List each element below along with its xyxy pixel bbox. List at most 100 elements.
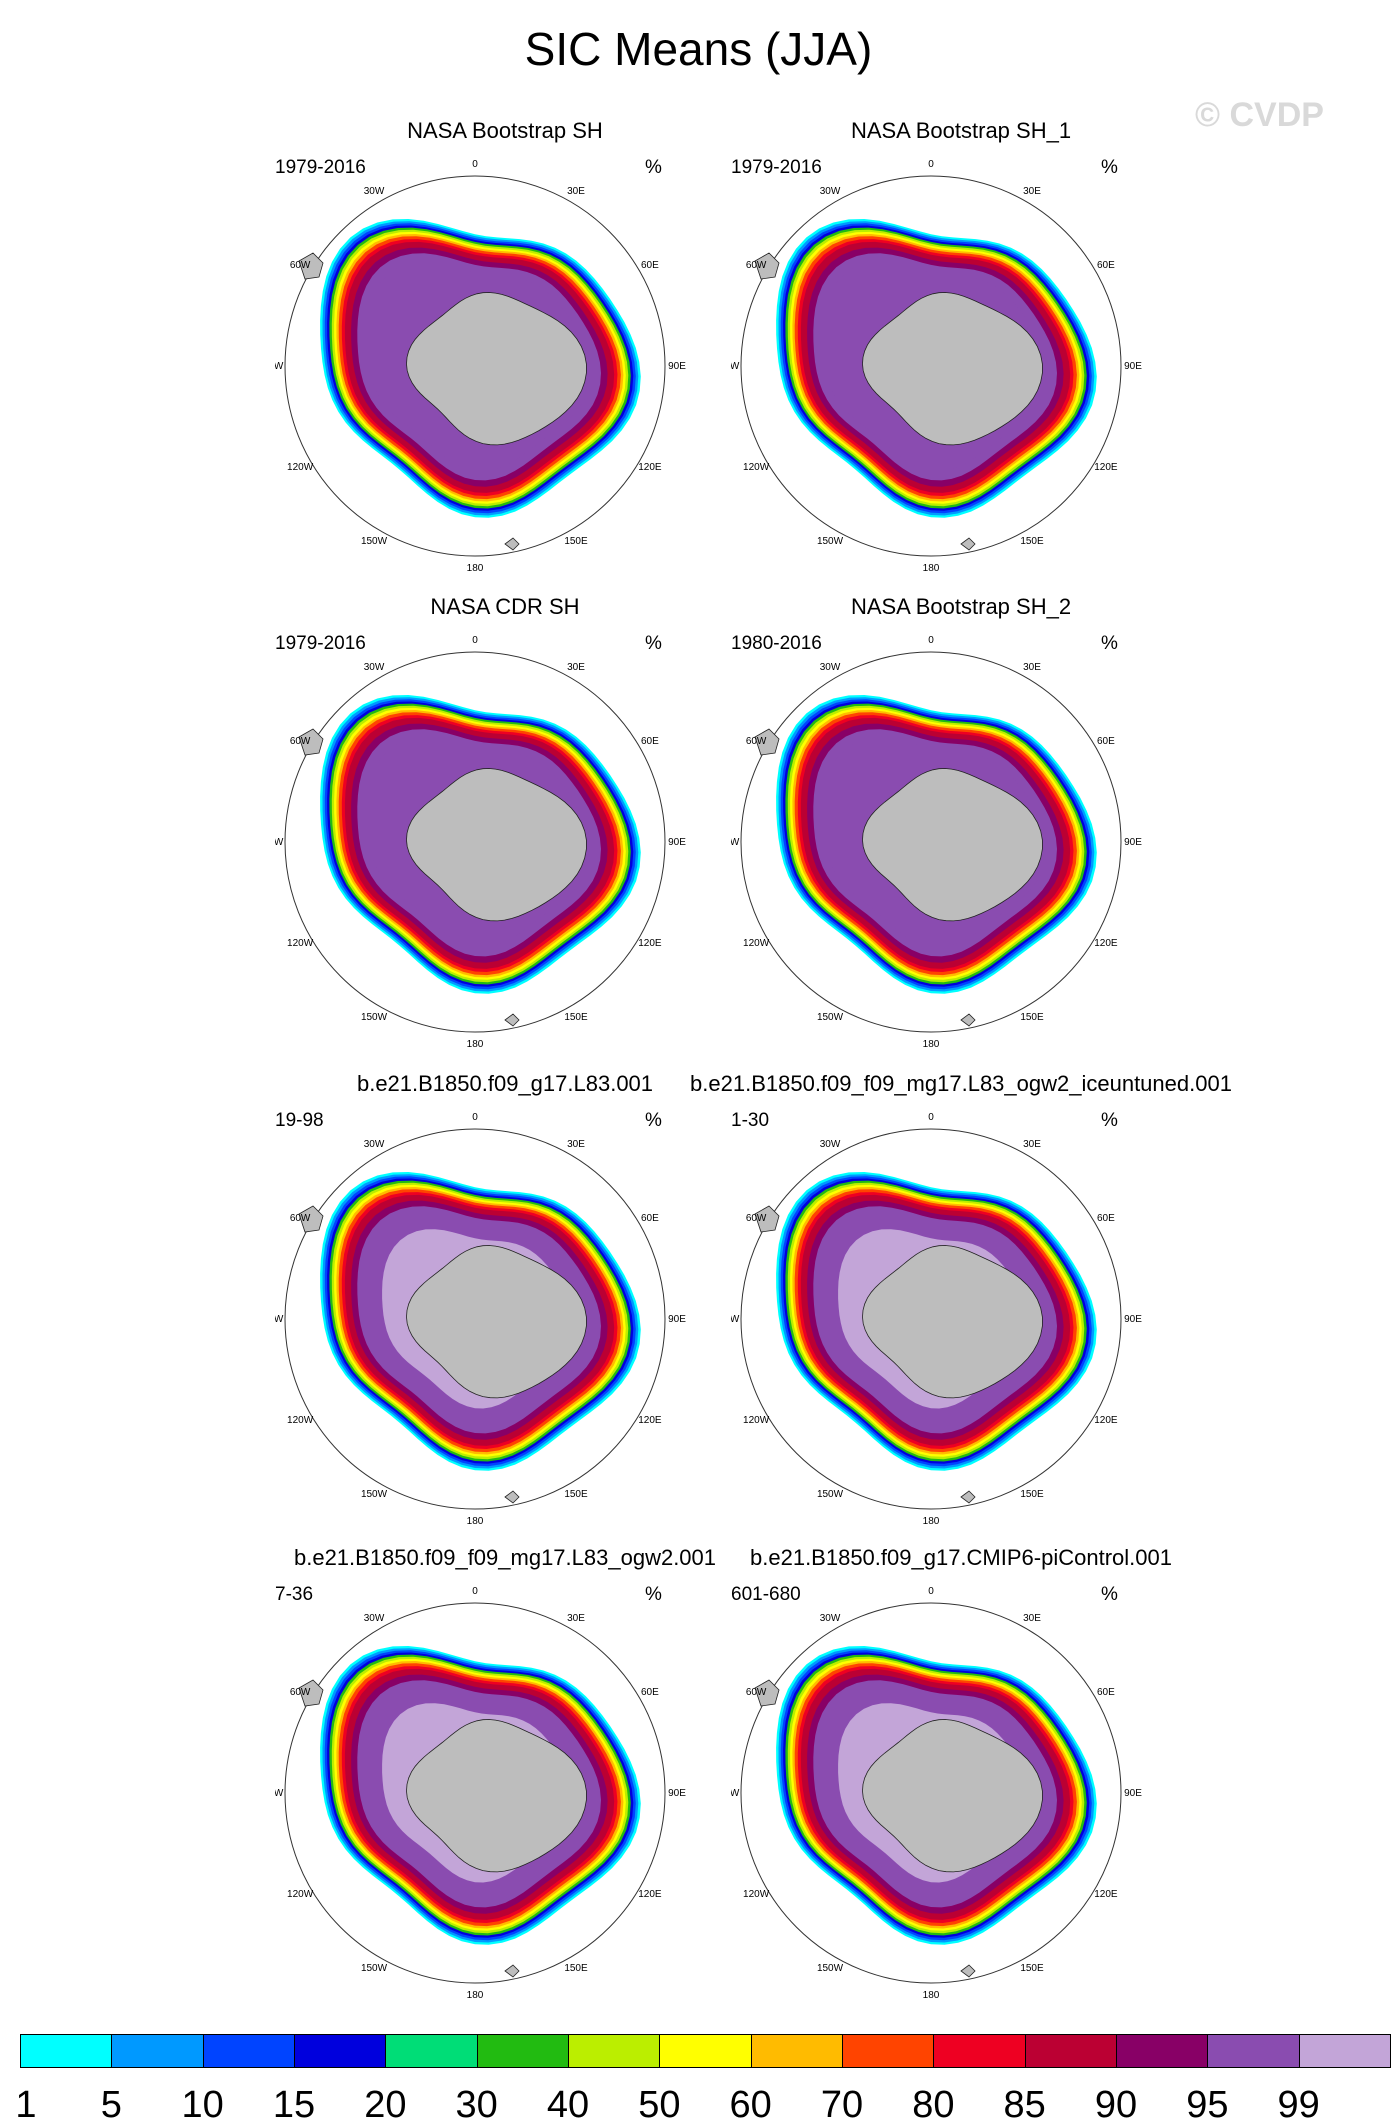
- longitude-label: 60W: [290, 1687, 311, 1698]
- longitude-label: 150W: [361, 1963, 388, 1974]
- longitude-label: 150E: [564, 536, 588, 547]
- longitude-label: 90E: [1124, 1788, 1142, 1799]
- antarctica-landmass: [862, 292, 1043, 446]
- antarctica-landmass: [406, 1719, 587, 1873]
- longitude-label: 90W: [731, 361, 740, 372]
- longitude-label: 90W: [275, 361, 284, 372]
- longitude-label: 60E: [1097, 736, 1115, 747]
- longitude-label: 0: [928, 1586, 934, 1597]
- longitude-label: 30E: [567, 662, 585, 673]
- colorbar-swatch: [659, 2034, 752, 2068]
- longitude-label: 30W: [820, 1613, 841, 1624]
- new-zealand-landmass: [960, 1490, 976, 1504]
- figure-title: SIC Means (JJA): [524, 23, 873, 75]
- colorbar-swatch: [1207, 2034, 1300, 2068]
- panel-period: 1979-2016: [275, 633, 366, 654]
- colorbar-swatch: [1024, 2034, 1117, 2068]
- longitude-label: 150E: [1020, 1012, 1044, 1023]
- longitude-label: 150W: [361, 1489, 388, 1500]
- longitude-label: 30E: [1023, 1139, 1041, 1150]
- colorbar-swatch: [202, 2034, 295, 2068]
- antarctica-landmass: [406, 292, 587, 446]
- panel-title: NASA Bootstrap SH_2: [850, 594, 1072, 619]
- longitude-label: 120W: [287, 1889, 314, 1900]
- longitude-label: 90W: [731, 1314, 740, 1325]
- colorbar-label: 70: [820, 2084, 864, 2126]
- longitude-label: 90W: [275, 1314, 284, 1325]
- colorbar-swatch: [842, 2034, 935, 2068]
- polar-map: 0 30E 60E 90E 120E 150E 180 150W 120W 90W 60W 30W: [731, 159, 1142, 574]
- polar-map: 0 30E 60E 90E 120E 150E 180 150W 120W 90W 60W 30W: [275, 1112, 686, 1527]
- longitude-label: 30W: [820, 662, 841, 673]
- panel-title: NASA Bootstrap SH_1: [850, 118, 1072, 143]
- longitude-label: 120E: [1094, 938, 1118, 949]
- longitude-label: 0: [472, 635, 478, 646]
- longitude-label: 120E: [1094, 1415, 1118, 1426]
- longitude-label: 30E: [567, 186, 585, 197]
- longitude-label: 90W: [275, 837, 284, 848]
- colorbar-label: 5: [100, 2084, 122, 2126]
- longitude-label: 30W: [364, 662, 385, 673]
- longitude-label: 150E: [1020, 1963, 1044, 1974]
- panel-units: %: [1101, 1584, 1118, 1605]
- longitude-label: 90E: [1124, 361, 1142, 372]
- colorbar-label: 10: [181, 2084, 224, 2126]
- panel-period: 1979-2016: [731, 157, 822, 178]
- longitude-label: 150W: [361, 536, 388, 547]
- colorbar-label: 30: [455, 2084, 498, 2126]
- longitude-label: 120E: [638, 1415, 662, 1426]
- panel-title: b.e21.B1850.f09_f09_mg17.L83_ogw2.001: [293, 1545, 717, 1570]
- new-zealand-landmass: [504, 1964, 520, 1978]
- longitude-label: 120W: [743, 1415, 770, 1426]
- longitude-label: 60W: [746, 1213, 767, 1224]
- longitude-label: 120E: [638, 938, 662, 949]
- map-panel: b.e21.B1850.f09_f09_mg17.L83_ogw2_iceunt…: [690, 1071, 1232, 1541]
- longitude-label: 30W: [364, 186, 385, 197]
- colorbar-swatch: [385, 2034, 478, 2068]
- longitude-label: 180: [923, 563, 940, 574]
- map-panel: NASA CDR SH 1979-2016% 0 30E 60E 90E 120E 150E 1…: [275, 594, 735, 1064]
- colorbar-label: 50: [638, 2084, 681, 2126]
- longitude-label: 90E: [1124, 837, 1142, 848]
- panel-title: b.e21.B1850.f09_g17.L83.001: [356, 1071, 654, 1096]
- panel-period: 1979-2016: [275, 157, 366, 178]
- longitude-label: 60W: [746, 1687, 767, 1698]
- new-zealand-landmass: [960, 1964, 976, 1978]
- map-panel: NASA Bootstrap SH_2 1980-2016% 0 30E 60E 90E 1…: [731, 594, 1191, 1064]
- longitude-label: 150E: [564, 1963, 588, 1974]
- antarctica-landmass: [862, 1719, 1043, 1873]
- polar-map: 0 30E 60E 90E 120E 150E 180 150W 120W 90W 60W 30W: [275, 1586, 686, 2001]
- longitude-label: 60E: [641, 1213, 659, 1224]
- panel-title: NASA CDR SH: [430, 594, 580, 619]
- map-panel: NASA Bootstrap SH 1979-2016% 0 30E 60E 90E 120…: [275, 118, 735, 588]
- longitude-label: 180: [467, 1516, 484, 1527]
- colorbar-swatch: [20, 2034, 113, 2068]
- colorbar-swatch: [568, 2034, 661, 2068]
- panel-title: b.e21.B1850.f09_g17.CMIP6-piControl.001: [750, 1545, 1172, 1570]
- map-panel: b.e21.B1850.f09_g17.L83.001 19-98% 0 30E 60E…: [275, 1071, 735, 1541]
- south-america-landmass: [298, 1679, 324, 1707]
- longitude-label: 150W: [817, 1012, 844, 1023]
- longitude-label: 120W: [287, 938, 314, 949]
- colorbar-label: 95: [1186, 2084, 1229, 2126]
- longitude-label: 120E: [638, 462, 662, 473]
- new-zealand-landmass: [504, 1490, 520, 1504]
- longitude-label: 60W: [290, 736, 311, 747]
- polar-map: 0 30E 60E 90E 120E 150E 180 150W 120W 90W 60W 30W: [731, 1112, 1142, 1527]
- colorbar-swatch: [933, 2034, 1026, 2068]
- longitude-label: 0: [928, 1112, 934, 1123]
- colorbar-label: 60: [729, 2084, 772, 2126]
- panel-units: %: [645, 1110, 662, 1131]
- longitude-label: 60W: [290, 1213, 311, 1224]
- colorbar-label: 80: [912, 2084, 955, 2126]
- watermark: © CVDP: [1195, 96, 1324, 134]
- colorbar-label: 40: [546, 2084, 590, 2126]
- longitude-label: 90W: [731, 837, 740, 848]
- new-zealand-landmass: [504, 1013, 520, 1027]
- longitude-label: 60W: [746, 736, 767, 747]
- colorbar-label: 1: [15, 2084, 37, 2126]
- panel-period: 1980-2016: [731, 633, 822, 654]
- south-america-landmass: [298, 728, 324, 756]
- longitude-label: 30E: [567, 1139, 585, 1150]
- map-panel: NASA Bootstrap SH_1 1979-2016% 0 30E 60E 90E 1…: [731, 118, 1191, 588]
